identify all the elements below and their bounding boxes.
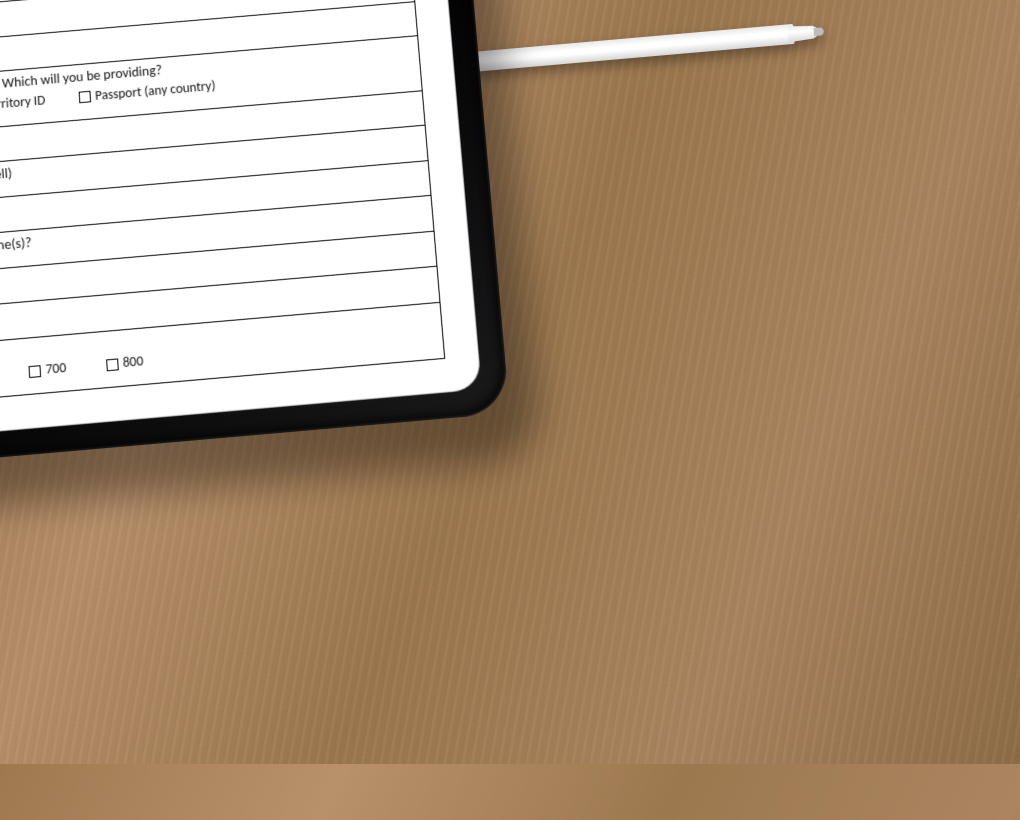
- tablet-bezel: MassLandlords Reusable Rental Applicatio…: [0, 0, 510, 493]
- pencil-nib: [813, 27, 824, 36]
- checkbox-box-icon: [28, 364, 41, 377]
- applicant-form-table: Full Legal Name (Given Middle Family Gen…: [0, 0, 445, 428]
- credit-options-row: 0300400500600700800: [0, 328, 435, 412]
- tablet: MassLandlords Reusable Rental Applicatio…: [32, 53, 1006, 789]
- checkbox-label: Other US/State/Territory ID: [0, 92, 46, 121]
- checkbox-credit-800[interactable]: 800: [105, 353, 143, 373]
- checkbox-box-icon: [78, 91, 90, 103]
- application-document: MassLandlords Reusable Rental Applicatio…: [0, 0, 482, 465]
- checkbox-box-icon: [106, 358, 119, 371]
- checkbox-label: 800: [122, 353, 143, 371]
- field-credit-score: My best credit score is above: 030040050…: [0, 302, 445, 428]
- tablet-screen: MassLandlords Reusable Rental Applicatio…: [0, 0, 482, 465]
- checkbox-other-id[interactable]: Other US/State/Territory ID: [0, 92, 46, 122]
- checkbox-label: 700: [45, 360, 66, 378]
- checkbox-credit-700[interactable]: 700: [28, 360, 66, 380]
- scene: MassLandlords Reusable Rental Applicatio…: [0, 0, 1020, 764]
